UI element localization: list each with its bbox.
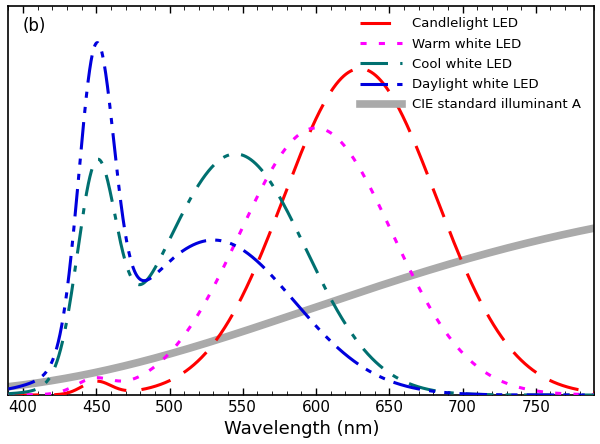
Legend: Candlelight LED, Warm white LED, Cool white LED, Daylight white LED, CIE standar: Candlelight LED, Warm white LED, Cool wh… [355,12,586,117]
X-axis label: Wavelength (nm): Wavelength (nm) [224,420,379,438]
Text: (b): (b) [23,17,46,35]
